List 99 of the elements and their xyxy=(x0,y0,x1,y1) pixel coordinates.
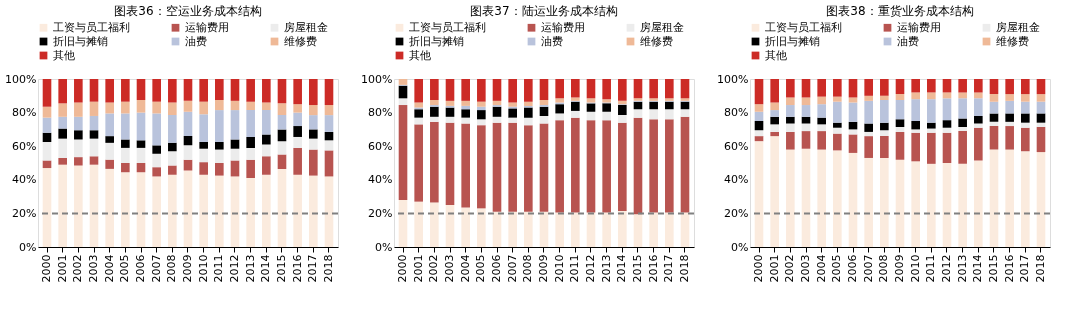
legend-label: 运输费用 xyxy=(541,20,585,34)
x-tick-label: 2002 xyxy=(427,254,441,283)
x-tick-label: 2016 xyxy=(290,254,304,283)
x-tick-label: 2004 xyxy=(814,254,828,283)
x-tick-label: 2000 xyxy=(40,254,54,283)
x-tick-label: 2008 xyxy=(521,254,535,283)
legend-label: 房屋租金 xyxy=(640,20,684,34)
x-tick-label: 2001 xyxy=(55,254,69,283)
legend-label: 油费 xyxy=(185,34,207,48)
y-tick-label: 80% xyxy=(724,106,749,120)
x-tick-label: 2014 xyxy=(615,254,629,283)
x-tick-label: 2011 xyxy=(568,254,582,283)
legend-label: 维修费 xyxy=(996,34,1029,48)
x-tick-label: 2000 xyxy=(396,254,410,283)
y-tick-label: 80% xyxy=(12,106,37,120)
x-tick-label: 2005 xyxy=(118,254,132,283)
x-tick-label: 2018 xyxy=(677,254,691,283)
x-tick-label: 2012 xyxy=(228,254,241,283)
chart-title: 图表38：重货业务成本结构 xyxy=(826,4,974,18)
legend-label: 油费 xyxy=(541,34,563,48)
y-tick-label: 60% xyxy=(724,139,749,153)
x-tick-label: 2007 xyxy=(149,254,163,283)
legend-label: 其他 xyxy=(409,48,431,62)
legend-label: 工资与员工福利 xyxy=(409,20,486,34)
legend-label: 运输费用 xyxy=(897,20,941,34)
legend-label: 运输费用 xyxy=(185,20,229,34)
x-tick-label: 2003 xyxy=(799,254,813,283)
legend-label: 折旧与摊销 xyxy=(409,34,464,48)
x-tick-label: 2004 xyxy=(102,254,116,283)
x-tick-label: 2014 xyxy=(971,254,985,283)
legend-label: 工资与员工福利 xyxy=(53,20,130,34)
x-tick-label: 2013 xyxy=(955,254,969,283)
chart-title: 图表36：空运业务成本结构 xyxy=(114,4,262,18)
x-tick-label: 2009 xyxy=(537,254,550,283)
x-tick-label: 2006 xyxy=(134,254,147,283)
y-tick-label: 80% xyxy=(368,106,393,120)
y-tick-label: 40% xyxy=(368,173,393,187)
x-tick-label: 2010 xyxy=(908,254,922,283)
y-tick-label: 20% xyxy=(368,206,393,220)
y-tick-label: 40% xyxy=(724,173,749,187)
legend-label: 维修费 xyxy=(640,34,673,48)
x-tick-label: 2011 xyxy=(924,254,938,283)
x-tick-label: 2007 xyxy=(505,254,519,283)
y-tick-label: 100% xyxy=(717,72,749,86)
x-tick-label: 2009 xyxy=(893,254,906,283)
x-tick-label: 2005 xyxy=(474,254,488,283)
legend-label: 房屋租金 xyxy=(284,20,328,34)
x-tick-label: 2008 xyxy=(877,254,891,283)
x-tick-label: 2016 xyxy=(1002,254,1016,283)
x-tick-label: 2002 xyxy=(783,254,797,283)
y-tick-label: 60% xyxy=(368,139,393,153)
legend-label: 折旧与摊销 xyxy=(53,34,108,48)
y-tick-label: 40% xyxy=(12,173,37,187)
x-tick-label: 2017 xyxy=(662,254,676,283)
x-tick-label: 2015 xyxy=(274,254,288,283)
x-tick-label: 2006 xyxy=(490,254,503,283)
y-tick-label: 100% xyxy=(5,72,37,86)
x-tick-label: 2012 xyxy=(584,254,597,283)
x-tick-label: 2018 xyxy=(1033,254,1047,283)
x-tick-label: 2008 xyxy=(165,254,179,283)
y-tick-label: 0% xyxy=(731,240,749,254)
x-tick-label: 2014 xyxy=(259,254,273,283)
y-tick-label: 60% xyxy=(12,139,37,153)
x-tick-label: 2007 xyxy=(861,254,875,283)
x-tick-label: 2013 xyxy=(243,254,257,283)
x-tick-label: 2005 xyxy=(830,254,844,283)
y-tick-label: 0% xyxy=(19,240,37,254)
x-tick-label: 2010 xyxy=(552,254,566,283)
x-tick-label: 2011 xyxy=(212,254,226,283)
y-tick-label: 20% xyxy=(12,206,37,220)
x-tick-label: 2006 xyxy=(846,254,859,283)
legend-label: 房屋租金 xyxy=(996,20,1040,34)
y-tick-label: 20% xyxy=(724,206,749,220)
chart-title: 图表37：陆运业务成本结构 xyxy=(470,4,618,18)
legend-label: 油费 xyxy=(897,34,919,48)
x-tick-label: 2012 xyxy=(940,254,953,283)
x-tick-label: 2010 xyxy=(196,254,210,283)
y-tick-label: 0% xyxy=(375,240,393,254)
legend-label: 折旧与摊销 xyxy=(765,34,820,48)
x-tick-label: 2016 xyxy=(646,254,660,283)
x-tick-label: 2004 xyxy=(458,254,472,283)
x-tick-label: 2001 xyxy=(411,254,425,283)
legend-label: 其他 xyxy=(765,48,787,62)
x-tick-label: 2002 xyxy=(71,254,85,283)
x-tick-label: 2017 xyxy=(306,254,320,283)
x-tick-label: 2015 xyxy=(630,254,644,283)
legend-label: 工资与员工福利 xyxy=(765,20,842,34)
x-tick-label: 2013 xyxy=(599,254,613,283)
x-tick-label: 2000 xyxy=(752,254,766,283)
legend-label: 维修费 xyxy=(284,34,317,48)
x-tick-label: 2001 xyxy=(767,254,781,283)
y-tick-label: 100% xyxy=(361,72,393,86)
x-tick-label: 2017 xyxy=(1018,254,1032,283)
x-tick-label: 2015 xyxy=(986,254,1000,283)
x-tick-label: 2009 xyxy=(181,254,194,283)
x-tick-label: 2003 xyxy=(443,254,457,283)
x-tick-label: 2003 xyxy=(87,254,101,283)
x-tick-label: 2018 xyxy=(321,254,335,283)
legend-label: 其他 xyxy=(53,48,75,62)
